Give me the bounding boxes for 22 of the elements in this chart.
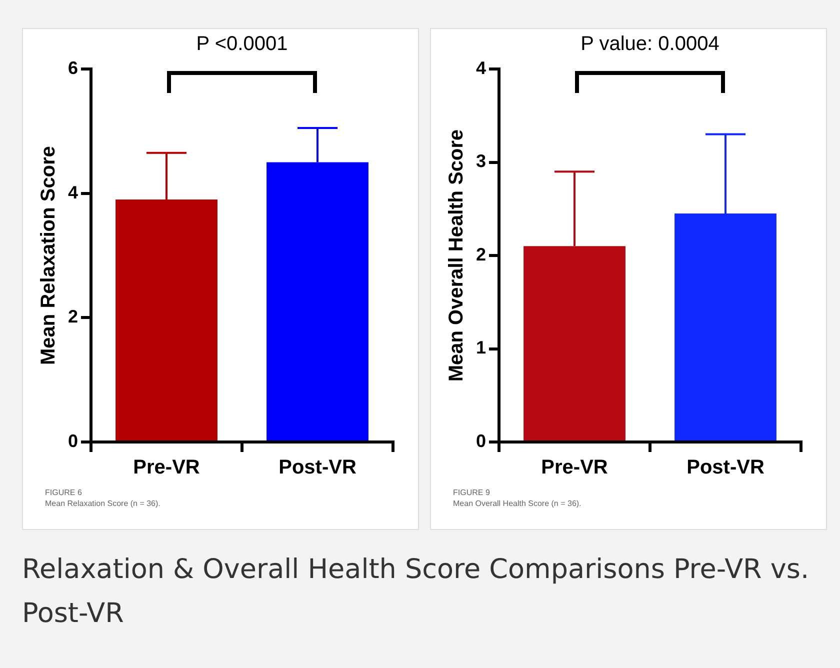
y-tick-label: 0	[68, 430, 78, 451]
y-tick-label: 3	[476, 151, 486, 172]
y-tick-label: 0	[476, 430, 486, 451]
x-tick-label: Post-VR	[686, 456, 765, 479]
text: P <0.0001	[196, 33, 288, 56]
x-tick-label: Pre-VR	[541, 456, 608, 479]
text: P value: 0.0004	[580, 33, 720, 56]
x-tick-label: Pre-VR	[133, 456, 200, 479]
y-tick-label: 4	[476, 58, 486, 78]
y-tick-label: 2	[68, 306, 78, 327]
text: Relaxation & Overall Health Score Comparisons Pre-VR vs. Post-VR	[22, 553, 810, 631]
y-tick-label: 2	[476, 244, 486, 264]
text: Mean Overall Health Score (n = 36).	[453, 498, 582, 509]
x-tick-label: Post-VR	[278, 456, 357, 479]
y-axis-title: Mean Relaxation Score	[38, 146, 60, 365]
text: Mean Relaxation Score (n = 36).	[45, 498, 160, 509]
y-axis-title: Mean Overall Health Score	[446, 129, 468, 382]
caption: FIGURE 9	[453, 487, 491, 498]
y-tick-label: 6	[68, 58, 78, 78]
caption: FIGURE 6	[45, 487, 83, 498]
y-tick-label: 1	[476, 338, 486, 358]
y-tick-label: 4	[68, 182, 78, 202]
